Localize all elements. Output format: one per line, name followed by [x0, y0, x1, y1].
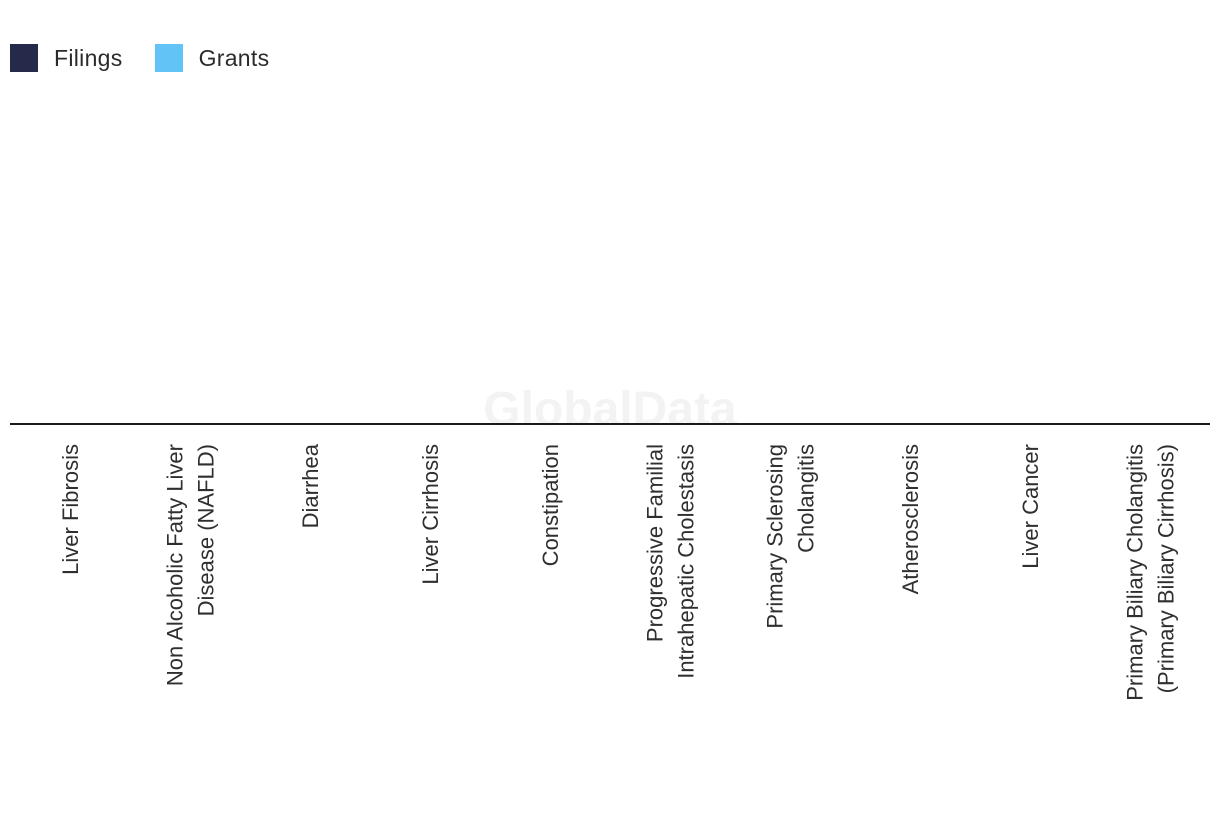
x-tick-label: Non Alcoholic Fatty Liver Disease (NAFLD)	[163, 444, 219, 686]
x-tick-label-line: Constipation	[538, 444, 563, 566]
x-tick-label-line: Progressive Familial	[643, 444, 668, 642]
x-tick-label-line: Disease (NAFLD)	[194, 444, 219, 616]
x-tick-label: Liver Cirrhosis	[418, 444, 443, 585]
x-tick-label-line: Liver Cirrhosis	[418, 444, 443, 585]
x-tick-label-line: Diarrhea	[298, 443, 323, 528]
legend-item-grants[interactable]: Grants	[154, 44, 270, 72]
x-tick-labels: Liver Fibrosis Non Alcoholic Fatty Liver D…	[58, 443, 1179, 701]
x-tick-label-line: Primary Biliary Cholangitis	[1123, 444, 1148, 701]
x-tick-label: Primary Sclerosing Cholangitis	[763, 444, 819, 629]
x-tick-label-line: Non Alcoholic Fatty Liver	[163, 444, 188, 686]
legend-item-filings[interactable]: Filings	[10, 44, 123, 72]
x-tick-label: Liver Cancer	[1018, 444, 1043, 569]
legend: Filings Grants	[10, 44, 301, 72]
x-tick-label-line: Liver Fibrosis	[58, 444, 83, 575]
x-tick-label: Diarrhea	[298, 443, 323, 528]
x-tick-label-line: (Primary Biliary Cirrhosis)	[1154, 444, 1179, 693]
x-tick-label: Atherosclerosis	[898, 444, 923, 594]
x-tick-label-line: Atherosclerosis	[898, 444, 923, 594]
x-tick-label: Constipation	[538, 444, 563, 566]
legend-label-filings: Filings	[54, 44, 123, 71]
legend-swatch-grants	[154, 44, 183, 72]
x-tick-label-line: Liver Cancer	[1018, 444, 1043, 569]
x-tick-label: Progressive Familial Intrahepatic Cholest…	[643, 444, 699, 679]
x-tick-label-line: Cholangitis	[794, 444, 819, 553]
legend-swatch-filings	[10, 44, 38, 72]
x-tick-label: Liver Fibrosis	[58, 444, 83, 575]
x-tick-label-line: Intrahepatic Cholestasis	[674, 444, 699, 679]
legend-label-grants: Grants	[198, 44, 270, 71]
x-tick-label: Primary Biliary Cholangitis (Primary Bili…	[1123, 444, 1179, 701]
watermark: GlobalData	[483, 383, 737, 436]
x-tick-label-line: Primary Sclerosing	[763, 444, 788, 629]
